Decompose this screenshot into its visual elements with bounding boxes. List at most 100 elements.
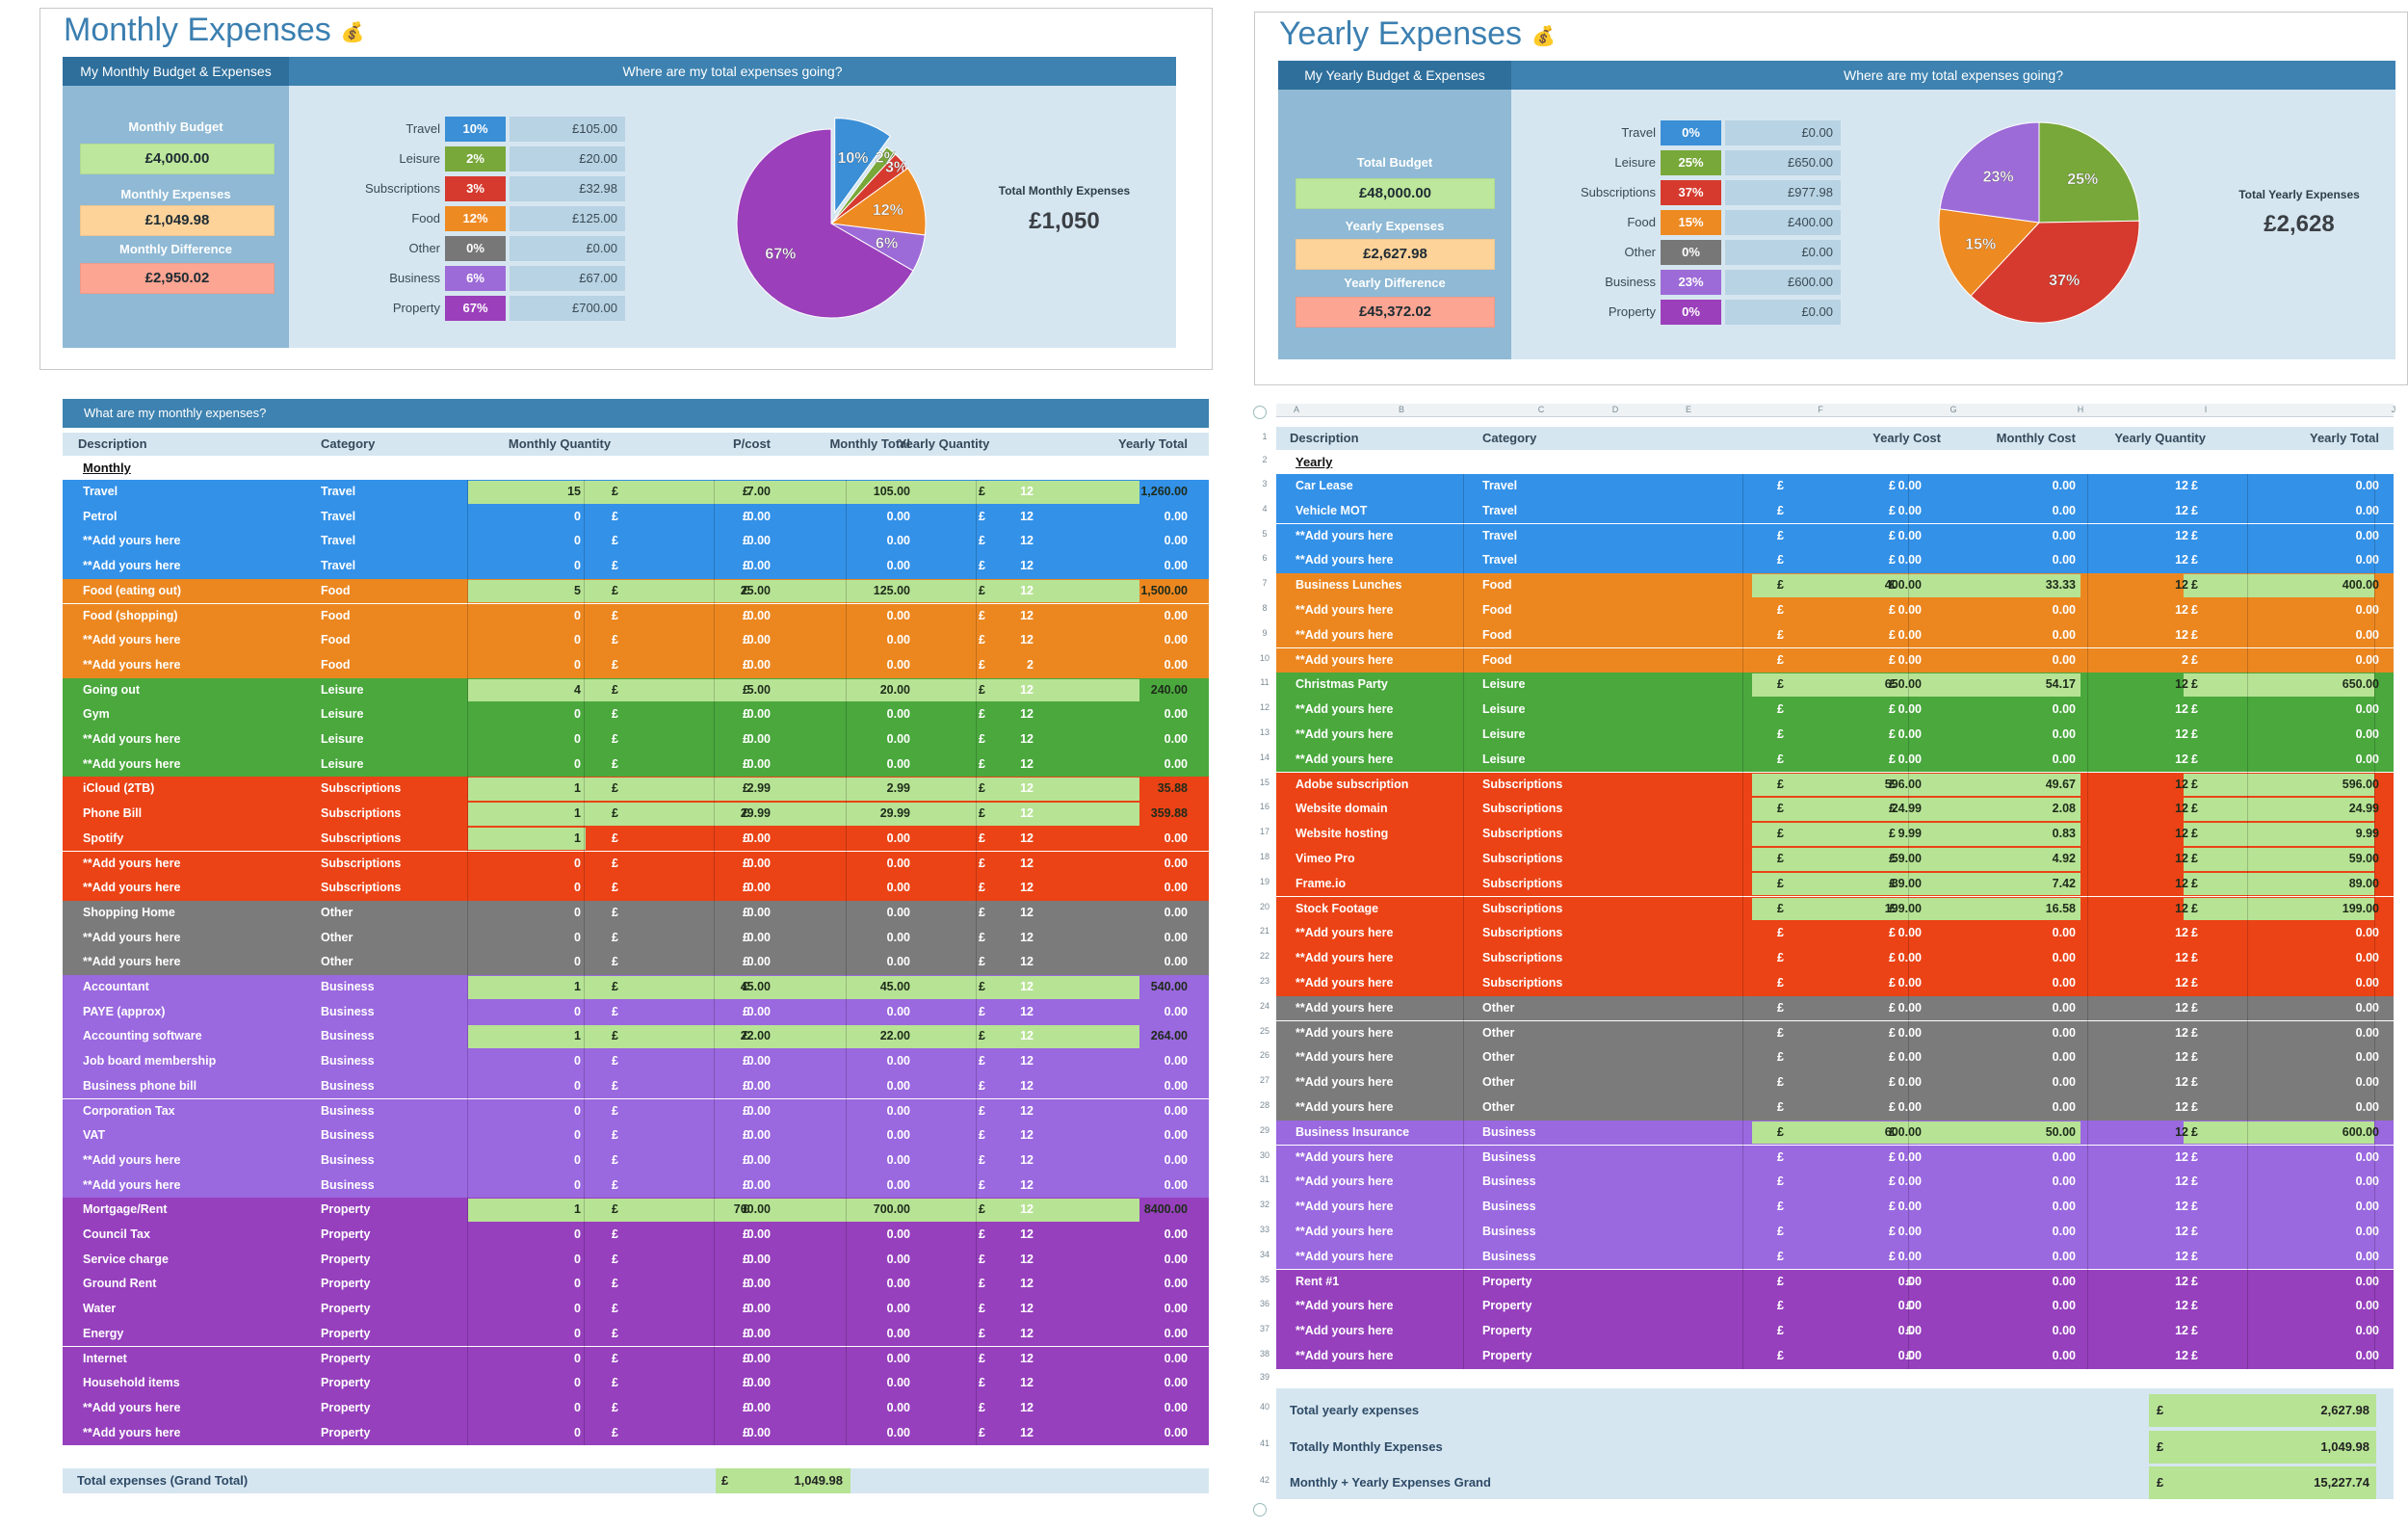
row-number[interactable]: 2 [1262, 455, 1268, 464]
pcost-cell[interactable]: 0.00 [746, 1425, 771, 1439]
row-number[interactable]: 15 [1259, 777, 1269, 787]
yearly-quantity-cell[interactable]: 12 [1020, 707, 1034, 722]
row-number[interactable]: 19 [1259, 876, 1269, 886]
monthly-quantity-cell[interactable]: 0 [574, 930, 581, 944]
yearly-quantity-cell[interactable]: 12 [2175, 1225, 2188, 1238]
table-row[interactable]: **Add yours here Other £0.00 £0.00 12 £0.00 [1276, 1070, 2394, 1095]
pcost-cell[interactable]: 0.00 [746, 732, 771, 746]
category-cell[interactable]: Business [1482, 1225, 1536, 1238]
yearly-quantity-cell[interactable]: 12 [1020, 1128, 1034, 1143]
category-cell[interactable]: Subscriptions [321, 806, 402, 821]
description-cell[interactable]: Corporation Tax [83, 1103, 175, 1118]
yearly-quantity-cell[interactable]: 12 [2175, 827, 2188, 841]
description-cell[interactable]: **Add yours here [1296, 752, 1394, 766]
description-cell[interactable]: **Add yours here [1296, 1225, 1394, 1238]
description-cell[interactable]: **Add yours here [83, 955, 181, 969]
table-row[interactable]: **Add yours here Subscriptions 0 £0.00 £0.00… [63, 851, 1209, 877]
row-number[interactable]: 40 [1259, 1402, 1269, 1411]
yearly-quantity-cell[interactable]: 12 [1020, 856, 1034, 870]
category-cell[interactable]: Travel [321, 559, 356, 573]
table-row[interactable]: **Add yours here Leisure 0 £0.00 £0.00 12 £0.0… [63, 727, 1209, 752]
category-cell[interactable]: Business [1482, 1149, 1536, 1164]
description-cell[interactable]: Gym [83, 707, 110, 722]
yearly-quantity-cell[interactable]: 12 [2175, 1100, 2188, 1114]
monthly-quantity-cell[interactable]: 0 [574, 1177, 581, 1192]
pcost-cell[interactable]: 25.00 [740, 583, 771, 597]
table-row[interactable]: **Add yours here Leisure £0.00 £0.00 12 £0.00 [1276, 723, 2394, 748]
yearly-cost-cell[interactable]: 0.00 [1898, 603, 1922, 617]
row-number[interactable]: 36 [1259, 1299, 1269, 1309]
description-cell[interactable]: Business Lunches [1296, 578, 1402, 593]
monthly-quantity-cell[interactable]: 0 [574, 1054, 581, 1068]
table-row[interactable]: VAT Business 0 £0.00 £0.00 12 £0.00 [63, 1123, 1209, 1148]
monthly-budget-value[interactable]: £4,000.00 [80, 144, 275, 174]
yearly-cost-cell[interactable]: 0.00 [1898, 1299, 1922, 1313]
yearly-cost-cell[interactable]: 400.00 [1884, 578, 1922, 593]
category-cell[interactable]: Property [1482, 1349, 1532, 1362]
yearly-quantity-cell[interactable]: 12 [2175, 479, 2188, 492]
category-cell[interactable]: Subscriptions [1482, 876, 1563, 890]
yearly-cost-cell[interactable]: 0.00 [1898, 503, 1922, 517]
description-cell[interactable]: Spotify [83, 831, 124, 845]
table-row[interactable]: **Add yours here Other 0 £0.00 £0.00 12 £0.00 [63, 950, 1209, 975]
description-cell[interactable]: Ground Rent [83, 1277, 157, 1291]
yearly-quantity-cell[interactable]: 12 [2175, 1324, 2188, 1338]
monthly-quantity-cell[interactable]: 1 [574, 806, 581, 821]
table-row[interactable]: Phone Bill Subscriptions 1 £29.99 £29.99 12 £3… [63, 802, 1209, 827]
row-number[interactable]: 4 [1262, 503, 1268, 514]
description-cell[interactable]: **Add yours here [1296, 976, 1394, 989]
category-cell[interactable]: Property [1482, 1299, 1532, 1313]
pcost-cell[interactable]: 0.00 [746, 756, 771, 771]
monthly-quantity-cell[interactable]: 0 [574, 732, 581, 746]
table-row[interactable]: Service charge Property 0 £0.00 £0.00 12 £0.00 [63, 1247, 1209, 1273]
yearly-quantity-cell[interactable]: 12 [2175, 677, 2188, 692]
description-cell[interactable]: **Add yours here [83, 1177, 181, 1192]
yearly-quantity-cell[interactable]: 12 [1020, 1351, 1034, 1365]
table-row[interactable]: Christmas Party Leisure £650.00 £54.17 12 £65… [1276, 673, 2394, 699]
description-cell[interactable]: Job board membership [83, 1054, 217, 1068]
yearly-quantity-cell[interactable]: 12 [2175, 852, 2188, 865]
category-cell[interactable]: Leisure [321, 756, 364, 771]
yearly-cost-cell[interactable]: 650.00 [1884, 677, 1922, 692]
category-cell[interactable]: Business [321, 1177, 375, 1192]
table-row[interactable]: Business Lunches Food £400.00 £33.33 12 £400.… [1276, 573, 2394, 598]
monthly-quantity-cell[interactable]: 0 [574, 1376, 581, 1390]
table-row[interactable]: iCloud (2TB) Subscriptions 1 £2.99 £2.99 12 £3… [63, 777, 1209, 803]
table-row[interactable]: Job board membership Business 0 £0.00 £0.00 1… [63, 1049, 1209, 1074]
row-number[interactable]: 32 [1259, 1200, 1269, 1210]
yearly-quantity-cell[interactable]: 12 [2175, 503, 2188, 517]
yearly-cost-cell[interactable]: 0.00 [1898, 1174, 1922, 1189]
yearly-cost-cell[interactable]: 0.00 [1898, 752, 1922, 766]
description-cell[interactable]: Shopping Home [83, 905, 175, 919]
column-letter[interactable]: J [2391, 405, 2396, 414]
yearly-quantity-cell[interactable]: 12 [2175, 603, 2188, 617]
description-cell[interactable]: Accounting software [83, 1029, 202, 1043]
table-row[interactable]: **Add yours here Subscriptions £0.00 £0.00 1… [1276, 921, 2394, 947]
row-number[interactable]: 11 [1260, 677, 1269, 688]
yearly-cost-cell[interactable]: 0.00 [1898, 627, 1922, 642]
description-cell[interactable]: **Add yours here [1296, 1100, 1394, 1114]
table-row[interactable]: **Add yours here Travel 0 £0.00 £0.00 12 £0.00 [63, 554, 1209, 579]
yearly-quantity-cell[interactable]: 12 [1020, 1202, 1034, 1217]
table-row[interactable]: Car Lease Travel £0.00 £0.00 12 £0.00 [1276, 474, 2394, 499]
table-row[interactable]: PAYE (approx) Business 0 £0.00 £0.00 12 £0.00 [63, 999, 1209, 1025]
category-cell[interactable]: Property [321, 1227, 371, 1241]
table-row[interactable]: **Add yours here Business £0.00 £0.00 12 £0.0… [1276, 1145, 2394, 1171]
table-row[interactable]: **Add yours here Other £0.00 £0.00 12 £0.00 [1276, 1095, 2394, 1121]
category-cell[interactable]: Leisure [1482, 727, 1526, 741]
yearly-quantity-cell[interactable]: 12 [1020, 1078, 1034, 1093]
yearly-cost-cell[interactable]: 0.00 [1898, 479, 1922, 492]
table-row[interactable]: **Add yours here Other £0.00 £0.00 12 £0.00 [1276, 1020, 2394, 1046]
yearly-quantity-cell[interactable]: 12 [1020, 930, 1034, 944]
category-cell[interactable]: Property [1482, 1324, 1532, 1338]
row-number[interactable]: 24 [1259, 1000, 1269, 1011]
yearly-quantity-cell[interactable]: 12 [2175, 553, 2188, 567]
pcost-cell[interactable]: 0.00 [746, 905, 771, 919]
yearly-quantity-cell[interactable]: 12 [2175, 926, 2188, 940]
monthly-quantity-cell[interactable]: 1 [574, 980, 581, 993]
monthly-quantity-cell[interactable]: 0 [574, 1227, 581, 1241]
category-cell[interactable]: Leisure [321, 707, 364, 722]
description-cell[interactable]: **Add yours here [1296, 1025, 1394, 1040]
table-row[interactable]: **Add yours here Other 0 £0.00 £0.00 12 £0.00 [63, 925, 1209, 951]
yearly-quantity-cell[interactable]: 12 [2175, 1124, 2188, 1139]
